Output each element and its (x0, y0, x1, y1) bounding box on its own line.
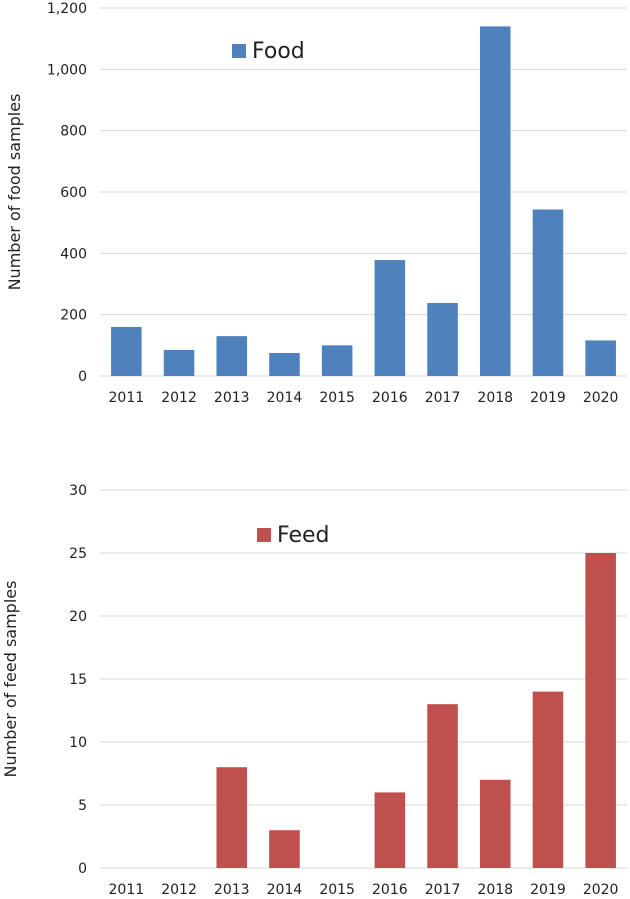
food-chart-y-tick-label-5: 1,000 (47, 62, 87, 78)
food-chart-legend-label: Food (252, 39, 305, 64)
food-chart-x-tick-label-2017: 2017 (425, 390, 461, 406)
feed-chart-bar-2014 (269, 830, 300, 868)
food-chart-y-axis-label: Number of food samples (5, 94, 24, 291)
food-chart-x-tick-label-2014: 2014 (267, 390, 303, 406)
food-chart-y-tick-label-4: 800 (60, 124, 87, 140)
feed-chart-y-tick-label-3: 15 (69, 672, 87, 688)
food-chart-bar-2019 (532, 209, 564, 376)
food-chart-bar-2012 (163, 349, 195, 376)
feed-chart-bar-2016 (374, 792, 406, 868)
food-chart-y-tick-label-1: 200 (60, 308, 87, 324)
food-chart-bar-2020 (585, 340, 616, 376)
feed-chart-x-tick-label-2014: 2014 (267, 882, 303, 898)
food-chart-x-tick-label-2020: 2020 (583, 390, 619, 406)
feed-chart: 0 5 10 15 20 25 30 2011 2012 2013 2014 2015 2016 2017… (1, 483, 627, 898)
feed-chart-x-tick-label-2012: 2012 (161, 882, 197, 898)
feed-chart-x-tick-label-2013: 2013 (214, 882, 250, 898)
food-chart-x-tick-label-2013: 2013 (214, 390, 250, 406)
feed-chart-legend-swatch (257, 528, 271, 542)
feed-chart-y-tick-label-4: 20 (69, 609, 87, 625)
feed-chart-x-tick-label-2016: 2016 (372, 882, 408, 898)
feed-chart-x-tick-label-2017: 2017 (425, 882, 461, 898)
feed-chart-y-tick-label-5: 25 (69, 546, 87, 562)
feed-chart-x-tick-label-2011: 2011 (109, 882, 145, 898)
food-chart-bar-2014 (269, 353, 300, 376)
food-chart-x-tick-label-2012: 2012 (161, 390, 197, 406)
feed-chart-legend-label: Feed (277, 523, 330, 548)
food-chart-bar-2016 (374, 260, 406, 376)
feed-chart-y-tick-label-0: 0 (78, 861, 87, 877)
feed-chart-bar-2017 (427, 704, 458, 868)
food-chart-bar-2018 (479, 26, 511, 377)
food-chart-legend-swatch (232, 44, 246, 58)
feed-chart-y-tick-label-1: 5 (78, 798, 87, 814)
food-chart-bar-2017 (427, 303, 458, 376)
feed-chart-x-tick-label-2019: 2019 (530, 882, 566, 898)
feed-chart-x-tick-label-2015: 2015 (319, 882, 355, 898)
food-chart: 0 200 400 600 800 1,000 1,200 2011 2012 2013 2014 2… (5, 1, 627, 406)
food-chart-x-tick-label-2019: 2019 (530, 390, 566, 406)
feed-chart-x-tick-label-2018: 2018 (477, 882, 513, 898)
food-chart-x-tick-label-2016: 2016 (372, 390, 408, 406)
food-chart-x-tick-label-2011: 2011 (109, 390, 145, 406)
food-chart-bar-2011 (111, 326, 142, 376)
feed-chart-bar-2019 (532, 691, 564, 868)
feed-chart-bar-2013 (216, 767, 248, 868)
feed-chart-y-axis-label: Number of feed samples (1, 581, 20, 778)
food-chart-y-tick-label-2: 400 (60, 246, 87, 262)
feed-chart-y-tick-label-6: 30 (69, 483, 87, 499)
food-chart-bar-2015 (321, 345, 353, 376)
food-chart-x-tick-label-2018: 2018 (477, 390, 513, 406)
food-chart-x-tick-label-2015: 2015 (319, 390, 355, 406)
feed-chart-x-tick-label-2020: 2020 (583, 882, 619, 898)
food-chart-bar-2013 (216, 336, 248, 376)
feed-chart-bar-2018 (479, 779, 511, 868)
food-chart-y-tick-label-0: 0 (78, 369, 87, 385)
food-chart-y-tick-label-3: 600 (60, 185, 87, 201)
feed-chart-y-tick-label-2: 10 (69, 735, 87, 751)
feed-chart-bar-2020 (585, 553, 616, 868)
food-chart-y-tick-label-6: 1,200 (47, 1, 87, 17)
